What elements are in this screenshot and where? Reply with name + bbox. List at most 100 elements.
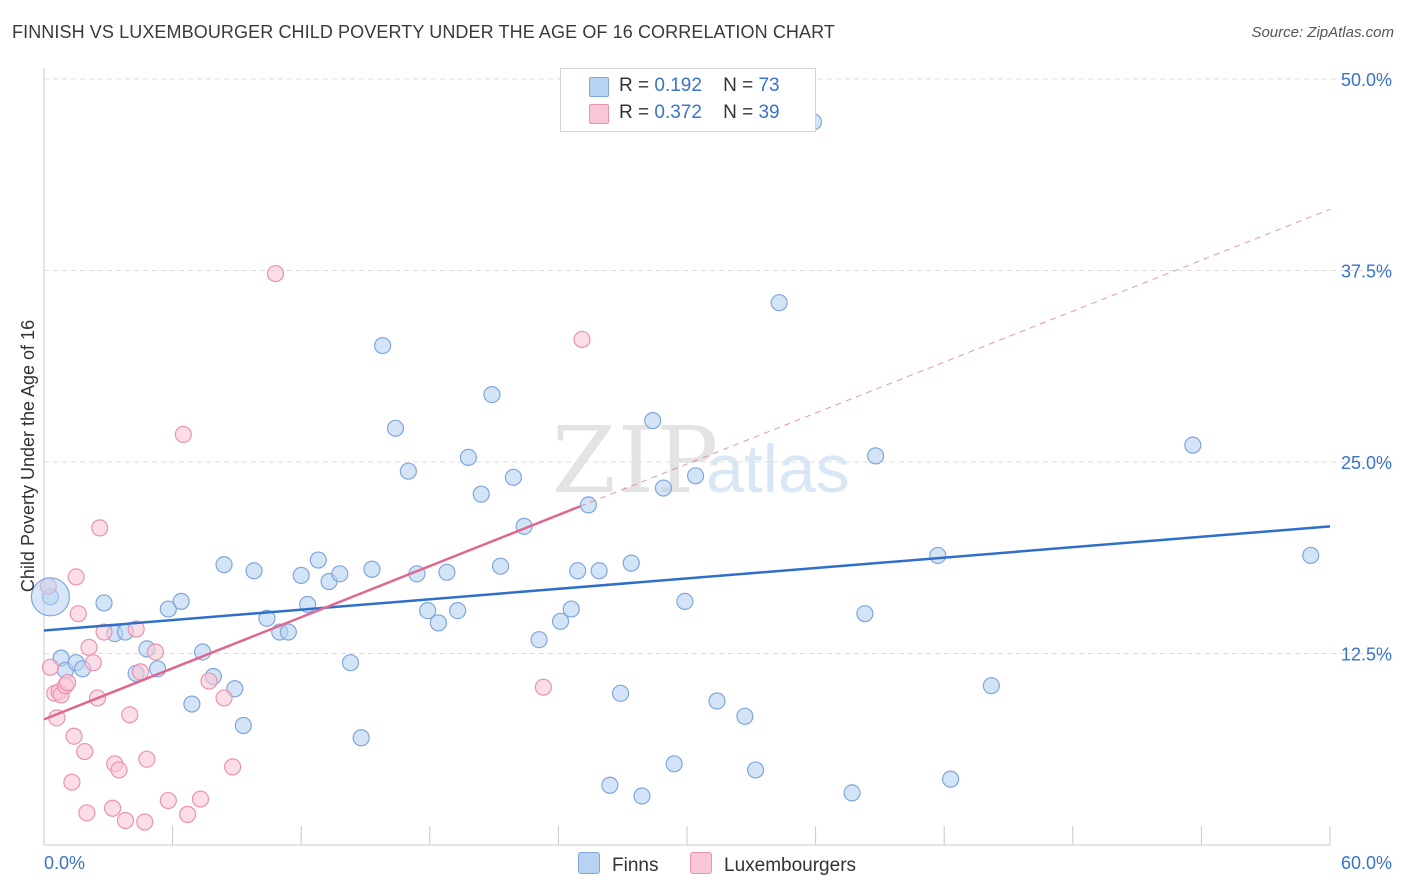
finns-point bbox=[633, 787, 651, 805]
source-label: Source: ZipAtlas.com bbox=[1251, 24, 1394, 41]
points-layer bbox=[30, 113, 1320, 831]
finns-point bbox=[1302, 546, 1320, 565]
finns-point bbox=[292, 566, 310, 584]
y-tick-label: 50.0% bbox=[1341, 70, 1392, 90]
luxembourger-point bbox=[103, 799, 122, 817]
bottom-legend-swatch-luxembourgers bbox=[690, 852, 712, 874]
finns-point bbox=[215, 556, 233, 574]
luxembourger-point bbox=[127, 620, 145, 638]
luxembourger-point bbox=[91, 519, 109, 537]
bottom-legend-label-finns: Finns bbox=[612, 855, 659, 876]
finns-point bbox=[258, 609, 276, 627]
y-tick-label: 12.5% bbox=[1341, 645, 1392, 665]
luxembourger-point bbox=[573, 330, 591, 349]
bottom-legend-swatch-finns bbox=[578, 852, 600, 874]
finns-point bbox=[183, 695, 201, 713]
luxembourger-point bbox=[215, 689, 233, 707]
finns-point bbox=[309, 551, 327, 569]
finns-point bbox=[483, 385, 501, 404]
finns-point bbox=[590, 562, 608, 580]
luxembourger-point bbox=[110, 761, 128, 779]
x-tick-label-max: 60.0% bbox=[1341, 853, 1392, 873]
legend-r-value-luxembourgers: 0.372 bbox=[654, 102, 702, 123]
finns-point bbox=[95, 594, 113, 612]
finns-point bbox=[867, 447, 885, 465]
finns-point bbox=[159, 600, 177, 618]
luxembourger-point bbox=[78, 804, 96, 822]
y-tick-label: 25.0% bbox=[1341, 453, 1392, 473]
finns-point bbox=[843, 784, 861, 802]
legend-r-label-luxembourgers: R = bbox=[619, 102, 650, 123]
finns-point bbox=[374, 336, 392, 355]
finns-point bbox=[601, 776, 619, 794]
finns-trendline bbox=[43, 525, 1331, 632]
finns-point bbox=[399, 462, 417, 480]
bottom-legend-luxembourgers: Luxembourgers bbox=[690, 852, 856, 877]
luxembourger-point bbox=[121, 706, 139, 724]
luxembourgers-trendline-extension bbox=[579, 208, 1331, 507]
legend-n-label-finns: N = bbox=[723, 75, 754, 96]
finns-point bbox=[438, 563, 456, 581]
finns-point bbox=[676, 592, 694, 611]
luxembourger-point bbox=[67, 568, 85, 586]
luxembourger-point bbox=[174, 425, 192, 444]
finns-point bbox=[665, 755, 683, 773]
finns-point bbox=[279, 623, 297, 641]
finns-point bbox=[386, 419, 405, 437]
finns-point bbox=[429, 614, 447, 632]
legend-swatch-luxembourgers bbox=[589, 104, 609, 124]
finns-point-large bbox=[30, 577, 71, 617]
luxembourger-point bbox=[159, 791, 177, 810]
luxembourger-point bbox=[179, 805, 197, 823]
tick-label-layer: 12.5% 25.0% 37.5% 50.0% 0.0% 60.0% bbox=[44, 70, 1392, 873]
luxembourger-point bbox=[224, 758, 242, 776]
finns-point bbox=[551, 612, 570, 630]
finns-point bbox=[686, 467, 705, 485]
watermark: ZIP atlas bbox=[552, 407, 850, 514]
finns-point bbox=[419, 602, 437, 620]
luxembourger-point bbox=[80, 638, 98, 656]
finns-point bbox=[929, 546, 947, 565]
finns-point bbox=[654, 479, 673, 497]
finns-point bbox=[449, 602, 467, 620]
luxembourger-point bbox=[95, 623, 113, 641]
luxembourger-point bbox=[138, 750, 156, 768]
luxembourger-point bbox=[41, 658, 60, 676]
luxembourger-point bbox=[84, 654, 102, 672]
finns-point bbox=[942, 770, 960, 788]
legend-r-value-finns: 0.192 bbox=[654, 75, 702, 96]
luxembourger-point bbox=[63, 773, 81, 791]
finns-point bbox=[459, 448, 477, 467]
luxembourger-point bbox=[534, 678, 552, 696]
finns-point bbox=[530, 631, 548, 649]
finns-point bbox=[569, 562, 587, 580]
finns-point bbox=[472, 485, 490, 503]
watermark-zip: ZIP bbox=[552, 407, 720, 514]
finns-point bbox=[708, 692, 726, 710]
finns-point bbox=[562, 600, 580, 618]
finns-point bbox=[245, 562, 263, 580]
finns-point bbox=[982, 677, 1000, 695]
finns-point bbox=[644, 412, 662, 430]
stats-legend: R = 0.192 N = 73 R = 0.372 N = 39 bbox=[560, 68, 816, 132]
legend-r-label-finns: R = bbox=[619, 75, 650, 96]
legend-n-label-luxembourgers: N = bbox=[723, 102, 754, 123]
watermark-atlas: atlas bbox=[706, 431, 850, 507]
luxembourger-point bbox=[76, 742, 94, 761]
trend-layer bbox=[43, 208, 1331, 721]
finns-point bbox=[746, 761, 765, 779]
legend-n-value-finns: 73 bbox=[758, 75, 780, 96]
luxembourger-point bbox=[136, 813, 154, 831]
luxembourger-point bbox=[266, 264, 285, 283]
axis-layer bbox=[43, 68, 1331, 846]
y-tick-label: 37.5% bbox=[1341, 262, 1392, 282]
luxembourger-point bbox=[146, 643, 165, 661]
finns-point bbox=[352, 729, 370, 747]
luxembourger-point bbox=[200, 672, 218, 690]
luxembourger-point bbox=[69, 605, 87, 623]
luxembourger-point bbox=[116, 811, 135, 830]
y-axis-label: Child Poverty Under the Age of 16 bbox=[18, 320, 38, 592]
legend-swatch-finns bbox=[589, 77, 609, 97]
finns-point bbox=[234, 716, 252, 735]
